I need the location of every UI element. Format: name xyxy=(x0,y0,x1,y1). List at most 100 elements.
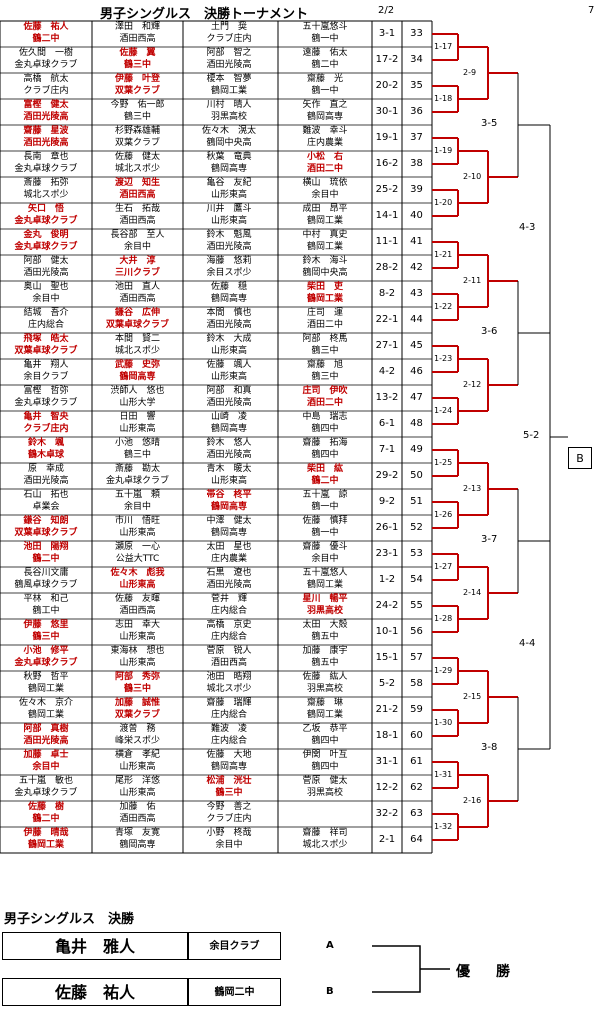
player-club: 双葉クラブ xyxy=(114,710,160,720)
player-club: 鶴三中 xyxy=(123,112,151,122)
player-cell: 齋藤 光鶴一中 xyxy=(278,73,372,99)
player-club: 酒田光陵高 xyxy=(206,320,252,330)
player-club: 城北スポ少 xyxy=(23,190,69,200)
player-name: 佐藤 穏 xyxy=(210,282,247,292)
match-score: 26-1 xyxy=(375,522,399,533)
player-club: 山形東高 xyxy=(119,658,156,668)
player-club: 羽黒高校 xyxy=(210,112,247,122)
player-name: 本間 賢二 xyxy=(114,334,160,344)
player-cell: 志田 幸大 山形東高 xyxy=(92,619,183,645)
round-label: 2-14 xyxy=(462,588,483,598)
player-club: クラブ庄内 xyxy=(23,86,69,96)
player-name: 齋藤 琳 xyxy=(306,698,343,708)
player-name: 佐藤 颯人 xyxy=(206,360,252,370)
player-club: 鶴一中 xyxy=(311,502,339,512)
player-name: 加藤 康宇 xyxy=(302,646,348,656)
player-club: クラブ庄内 xyxy=(23,424,69,434)
player-cell: 佐藤 穏鶴岡高専 xyxy=(183,281,275,307)
round-label: 1-22 xyxy=(433,302,454,312)
player-club: 城北スポ少 xyxy=(114,346,160,356)
player-cell: 太田 大殻 鶴五中 xyxy=(278,619,372,645)
player-cell: 尾形 洋悠 山形東高 xyxy=(92,775,183,801)
player-name: 齋藤 光 xyxy=(306,74,343,84)
player-club: 山形東高 xyxy=(119,788,156,798)
player-club: 山形東高 xyxy=(210,190,247,200)
player-name: 鈴木 海斗 xyxy=(302,256,348,266)
player-name: 難波 凌 xyxy=(210,724,247,734)
player-name: 阿部 和真 xyxy=(206,386,252,396)
finalist-a-slot: A xyxy=(326,940,334,951)
player-name: 志田 幸大 xyxy=(114,620,160,630)
player-club: 余目クラブ xyxy=(23,372,69,382)
player-club: 双葉卓球クラブ xyxy=(105,320,169,330)
player-name: 阿部 秀弥 xyxy=(114,672,160,682)
player-name: 小松 右 xyxy=(306,152,343,162)
match-number: 58 xyxy=(410,678,423,689)
player-club: 鶴岡中央高 xyxy=(302,268,348,278)
player-club: 鶴岡高専 xyxy=(210,762,247,772)
player-club: 鶴三中 xyxy=(311,346,339,356)
match-number: 47 xyxy=(410,392,423,403)
player-cell: 武藤 史弥 鶴岡高専 xyxy=(92,359,183,385)
player-club: 鶴岡中央高 xyxy=(206,138,252,148)
round-label: 1-23 xyxy=(433,354,454,364)
player-name: 五十嵐悠人 xyxy=(302,568,348,578)
player-club: 山形東高 xyxy=(210,216,247,226)
player-name: 鎌谷 知朗 xyxy=(23,516,69,526)
player-name: 加藤 誠惟 xyxy=(114,698,160,708)
round-label: 1-17 xyxy=(433,42,454,52)
player-cell: 亀谷 友紀 山形東高 xyxy=(183,177,275,203)
round-label: 1-24 xyxy=(433,406,454,416)
player-name: 星川 暢平 xyxy=(302,594,348,604)
player-name: 平林 和己 xyxy=(23,594,69,604)
player-club: クラブ庄内 xyxy=(206,814,252,824)
bracket-lines xyxy=(0,20,568,854)
player-name: 今野 佑一郎 xyxy=(110,100,165,110)
player-club: 山形東高 xyxy=(119,528,156,538)
player-club: 鶴三中 xyxy=(215,788,243,798)
player-club: 庄内総合 xyxy=(210,632,247,642)
player-name: 佐藤 紘人 xyxy=(302,672,348,682)
player-name: 石黒 遼也 xyxy=(206,568,252,578)
player-cell: 奥山 聖也 余目中 xyxy=(0,281,92,307)
player-cell: 五十嵐悠人 鶴岡工業 xyxy=(278,567,372,593)
player-name: 伊関 叶互 xyxy=(302,750,348,760)
player-club: 鶴岡工業 xyxy=(306,294,343,304)
player-name: 飛塚 皓太 xyxy=(23,334,69,344)
player-name: 大井 淳 xyxy=(119,256,156,266)
player-club: 鶴五中 xyxy=(311,658,339,668)
player-cell: 川井 鷹斗 山形東高 xyxy=(183,203,275,229)
player-club: 鶴四中 xyxy=(311,762,339,772)
round-label: 2-13 xyxy=(462,484,483,494)
player-club: 酒田二中 xyxy=(306,164,343,174)
player-cell: 星川 暢平 羽黒高校 xyxy=(278,593,372,619)
player-name: 加藤 佑 xyxy=(119,802,156,812)
player-club: 庄内総合 xyxy=(210,710,247,720)
player-club: 鶴二中 xyxy=(32,814,60,824)
player-club: 鶴岡工業 xyxy=(306,710,343,720)
player-club: 庄内総合 xyxy=(210,606,247,616)
round-label: 2-9 xyxy=(462,68,478,78)
player-club: 城北スポ少 xyxy=(114,164,160,174)
player-club: 金丸卓球クラブ xyxy=(14,788,78,798)
page-number: 7 xyxy=(588,5,595,16)
player-club: 双葉クラブ xyxy=(114,138,160,148)
player-name: 中村 真史 xyxy=(302,230,348,240)
player-cell: 加藤 卓士 余目中 xyxy=(0,749,92,775)
player-name: 石山 拓也 xyxy=(23,490,69,500)
player-cell: 原 幸成 酒田光陵高 xyxy=(0,463,92,489)
player-club: 酒田光陵高 xyxy=(23,268,69,278)
round-label: 2-16 xyxy=(462,796,483,806)
player-cell: 齋藤 優斗 余目中 xyxy=(278,541,372,567)
round-label: 1-20 xyxy=(433,198,454,208)
player-name: 柴田 吏 xyxy=(306,282,343,292)
player-cell: 今野 善之 クラブ庄内 xyxy=(183,801,275,827)
match-score: 15-1 xyxy=(375,652,399,663)
player-cell: 澤田 和輝 酒田西高 xyxy=(92,21,183,47)
player-cell: 斎藤 勘太 金丸卓球クラブ xyxy=(92,463,183,489)
player-club: 酒田光陵高 xyxy=(206,60,252,70)
player-cell: 小松 右酒田二中 xyxy=(278,151,372,177)
player-club: 鶴岡工業 xyxy=(27,840,64,850)
player-name: 鈴木 悠人 xyxy=(206,438,252,448)
player-name: 佐藤 健太 xyxy=(114,152,160,162)
